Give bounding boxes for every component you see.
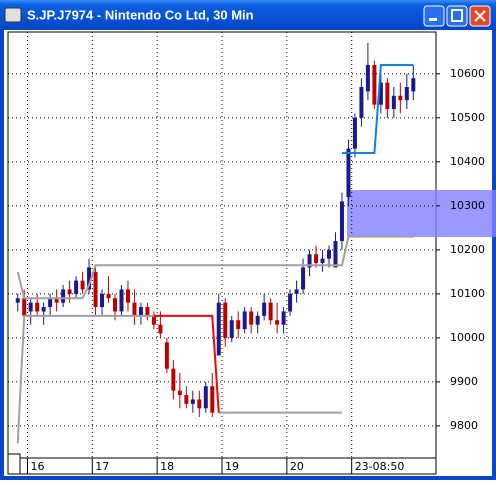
candle-body — [184, 395, 189, 404]
candle-body — [203, 386, 208, 409]
candle-body — [171, 368, 176, 391]
y-tick-label: 10000 — [450, 331, 485, 344]
candle-body — [242, 311, 247, 330]
candle-body — [262, 302, 267, 316]
candle-body — [106, 293, 111, 299]
candle-body — [164, 342, 169, 369]
minimize-icon — [429, 18, 437, 21]
candle-body — [346, 148, 351, 198]
candle-body — [87, 267, 92, 290]
x-tick-label: 23-08:50 — [355, 460, 405, 473]
candle-body — [404, 87, 409, 101]
candle-body — [294, 289, 299, 294]
candle-body — [216, 302, 221, 356]
candle-body — [35, 302, 40, 312]
candle-body — [352, 117, 357, 149]
candle-body — [28, 302, 33, 312]
candle-body — [61, 289, 66, 303]
candle-body — [398, 95, 403, 101]
app-icon — [4, 7, 22, 23]
candle-body — [119, 289, 124, 312]
x-tick-label: 20 — [290, 460, 304, 473]
y-tick-label: 10300 — [450, 199, 485, 212]
x-tick-label: 19 — [225, 460, 239, 473]
x-tick-label: 17 — [95, 460, 109, 473]
candle-body — [22, 298, 27, 316]
y-tick-label: 10500 — [450, 111, 485, 124]
candle-body — [249, 311, 254, 325]
candle-body — [320, 258, 325, 264]
scroll-box — [7, 453, 21, 475]
candle-body — [190, 399, 195, 404]
candle-body — [385, 82, 390, 110]
candle-body — [15, 298, 20, 303]
candle-body — [229, 320, 234, 338]
candle-body — [314, 254, 319, 264]
y-tick-label: 10100 — [450, 287, 485, 300]
candle-body — [236, 320, 241, 330]
candle-body — [158, 324, 163, 334]
candle-body — [378, 82, 383, 105]
x-tick-label: 16 — [30, 460, 44, 473]
y-tick-label: 9900 — [450, 375, 478, 388]
candle-body — [333, 241, 338, 268]
candle-body — [275, 320, 280, 325]
candle-body — [145, 307, 150, 316]
indicator-line — [16, 235, 414, 300]
title-bar — [0, 0, 496, 30]
minimize-button[interactable] — [423, 5, 445, 27]
candle-body — [288, 293, 293, 312]
indicator-line — [341, 64, 414, 155]
candle-body — [223, 302, 228, 338]
candle-body — [113, 298, 117, 312]
candle-body — [268, 302, 273, 321]
candle-body — [359, 87, 364, 118]
candle-body — [372, 65, 377, 105]
candle-body — [132, 302, 137, 316]
y-tick-label: 9800 — [450, 419, 478, 432]
indicator-line — [16, 314, 154, 444]
candle-body — [255, 315, 260, 325]
candle-body — [339, 201, 344, 242]
price-highlight — [347, 190, 496, 237]
candle-body — [327, 249, 331, 259]
indicator-line — [153, 314, 220, 413]
candle-body — [391, 95, 396, 110]
candle-body — [48, 298, 53, 308]
candle-body — [301, 267, 306, 290]
candle-body — [411, 78, 416, 92]
candle-body — [197, 399, 202, 409]
candle-body — [210, 386, 215, 413]
candle-body — [54, 298, 59, 303]
candle-body — [41, 307, 46, 312]
candle-body — [125, 289, 130, 303]
window-title: S.JP.J7974 - Nintendo Co Ltd, 30 Min — [27, 7, 254, 22]
y-tick-label: 10200 — [450, 243, 485, 256]
candle-body — [74, 280, 79, 294]
maximize-icon — [451, 9, 463, 22]
candle-body — [138, 307, 143, 316]
candle-body — [151, 315, 156, 325]
candle-body — [80, 280, 85, 290]
candle-body — [100, 293, 105, 308]
close-icon — [474, 10, 486, 22]
candle-body — [307, 254, 312, 268]
candle-body — [177, 390, 182, 396]
candle-body — [365, 65, 370, 92]
y-tick-label: 10600 — [450, 67, 485, 80]
candle-body — [67, 289, 72, 294]
candle-body — [93, 271, 98, 308]
x-tick-label: 18 — [160, 460, 174, 473]
candle-body — [281, 311, 286, 325]
y-tick-label: 10400 — [450, 155, 485, 168]
